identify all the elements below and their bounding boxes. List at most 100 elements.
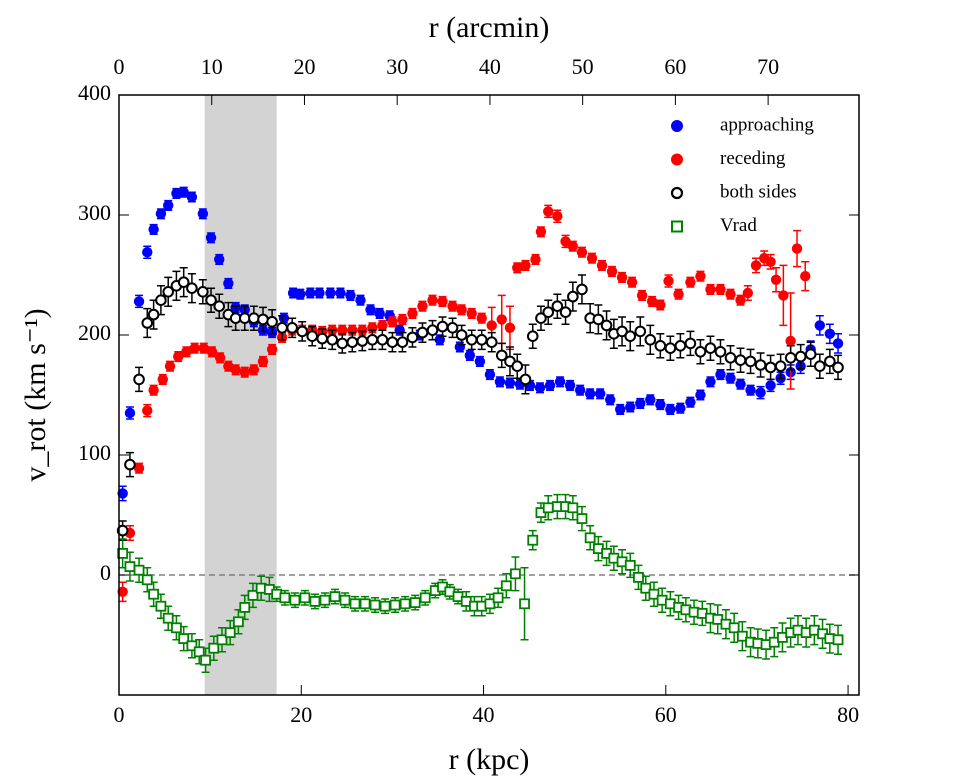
- plot-frame: [118, 94, 860, 696]
- point: [745, 385, 756, 396]
- point: [325, 287, 336, 299]
- point: [387, 316, 398, 327]
- point: [299, 592, 311, 604]
- point: [397, 314, 408, 325]
- point: [326, 334, 339, 346]
- point: [634, 325, 647, 338]
- point: [526, 330, 539, 343]
- point: [832, 634, 844, 646]
- point: [124, 561, 136, 572]
- point: [574, 385, 586, 396]
- point: [456, 304, 467, 315]
- point: [511, 360, 524, 373]
- point: [576, 283, 588, 296]
- point: [664, 342, 677, 355]
- point: [704, 342, 717, 355]
- point: [519, 598, 530, 610]
- point: [200, 654, 211, 666]
- point: [276, 322, 288, 334]
- point: [366, 334, 379, 346]
- point: [349, 598, 361, 610]
- point: [744, 355, 757, 368]
- x-tick-label: 20: [290, 702, 312, 727]
- point: [257, 356, 269, 367]
- point: [396, 336, 409, 349]
- point: [173, 351, 184, 362]
- point: [357, 325, 368, 336]
- point: [616, 325, 628, 338]
- point: [494, 376, 506, 387]
- point: [171, 622, 182, 634]
- x2-tick-label: 10: [201, 54, 223, 79]
- x2-tick-label: 40: [479, 54, 501, 79]
- point: [117, 586, 128, 597]
- point: [198, 343, 209, 354]
- point: [257, 313, 269, 326]
- point: [416, 326, 429, 339]
- point: [605, 394, 616, 405]
- point: [454, 341, 466, 353]
- point: [785, 335, 796, 347]
- point: [474, 356, 486, 367]
- point: [266, 316, 278, 328]
- point: [446, 322, 459, 334]
- point: [314, 287, 325, 299]
- point: [189, 343, 200, 354]
- point: [673, 289, 684, 300]
- point: [186, 282, 198, 295]
- point: [728, 622, 740, 634]
- point: [554, 376, 566, 387]
- point: [399, 598, 411, 610]
- point: [655, 299, 666, 311]
- y-tick-label: 100: [78, 440, 111, 465]
- point: [247, 590, 259, 601]
- series: [116, 267, 844, 541]
- point: [584, 388, 596, 399]
- point: [486, 320, 497, 331]
- point: [279, 592, 291, 604]
- point: [504, 322, 516, 333]
- point: [636, 290, 648, 301]
- point: [624, 330, 637, 343]
- point: [142, 247, 153, 258]
- y-axis-label: v_rot (km s⁻¹): [19, 308, 52, 481]
- legend-label: approaching: [720, 114, 814, 135]
- point: [586, 253, 598, 264]
- point: [346, 336, 359, 349]
- point: [117, 488, 128, 499]
- point: [715, 369, 726, 380]
- point: [163, 200, 174, 211]
- point: [208, 642, 220, 654]
- point: [484, 369, 496, 380]
- point: [178, 187, 189, 198]
- point: [205, 232, 217, 243]
- point: [155, 600, 167, 612]
- point: [316, 332, 329, 345]
- point: [214, 352, 226, 363]
- point: [725, 373, 736, 384]
- point: [784, 352, 797, 364]
- point: [147, 308, 160, 321]
- point: [824, 355, 836, 368]
- point: [305, 287, 316, 299]
- point: [764, 361, 777, 374]
- point: [832, 361, 844, 374]
- point: [724, 352, 737, 364]
- point: [495, 349, 508, 362]
- point: [814, 320, 826, 331]
- point: [389, 599, 401, 611]
- point: [616, 272, 628, 283]
- point: [714, 346, 727, 358]
- point: [519, 373, 532, 386]
- point: [695, 271, 706, 282]
- point: [124, 458, 136, 471]
- point: [407, 308, 418, 319]
- point: [286, 322, 298, 334]
- point: [419, 592, 431, 604]
- y-tick-label: 200: [78, 320, 111, 345]
- x-tick-label: 60: [655, 702, 677, 727]
- point: [635, 398, 646, 409]
- point: [306, 330, 319, 343]
- point: [496, 314, 507, 325]
